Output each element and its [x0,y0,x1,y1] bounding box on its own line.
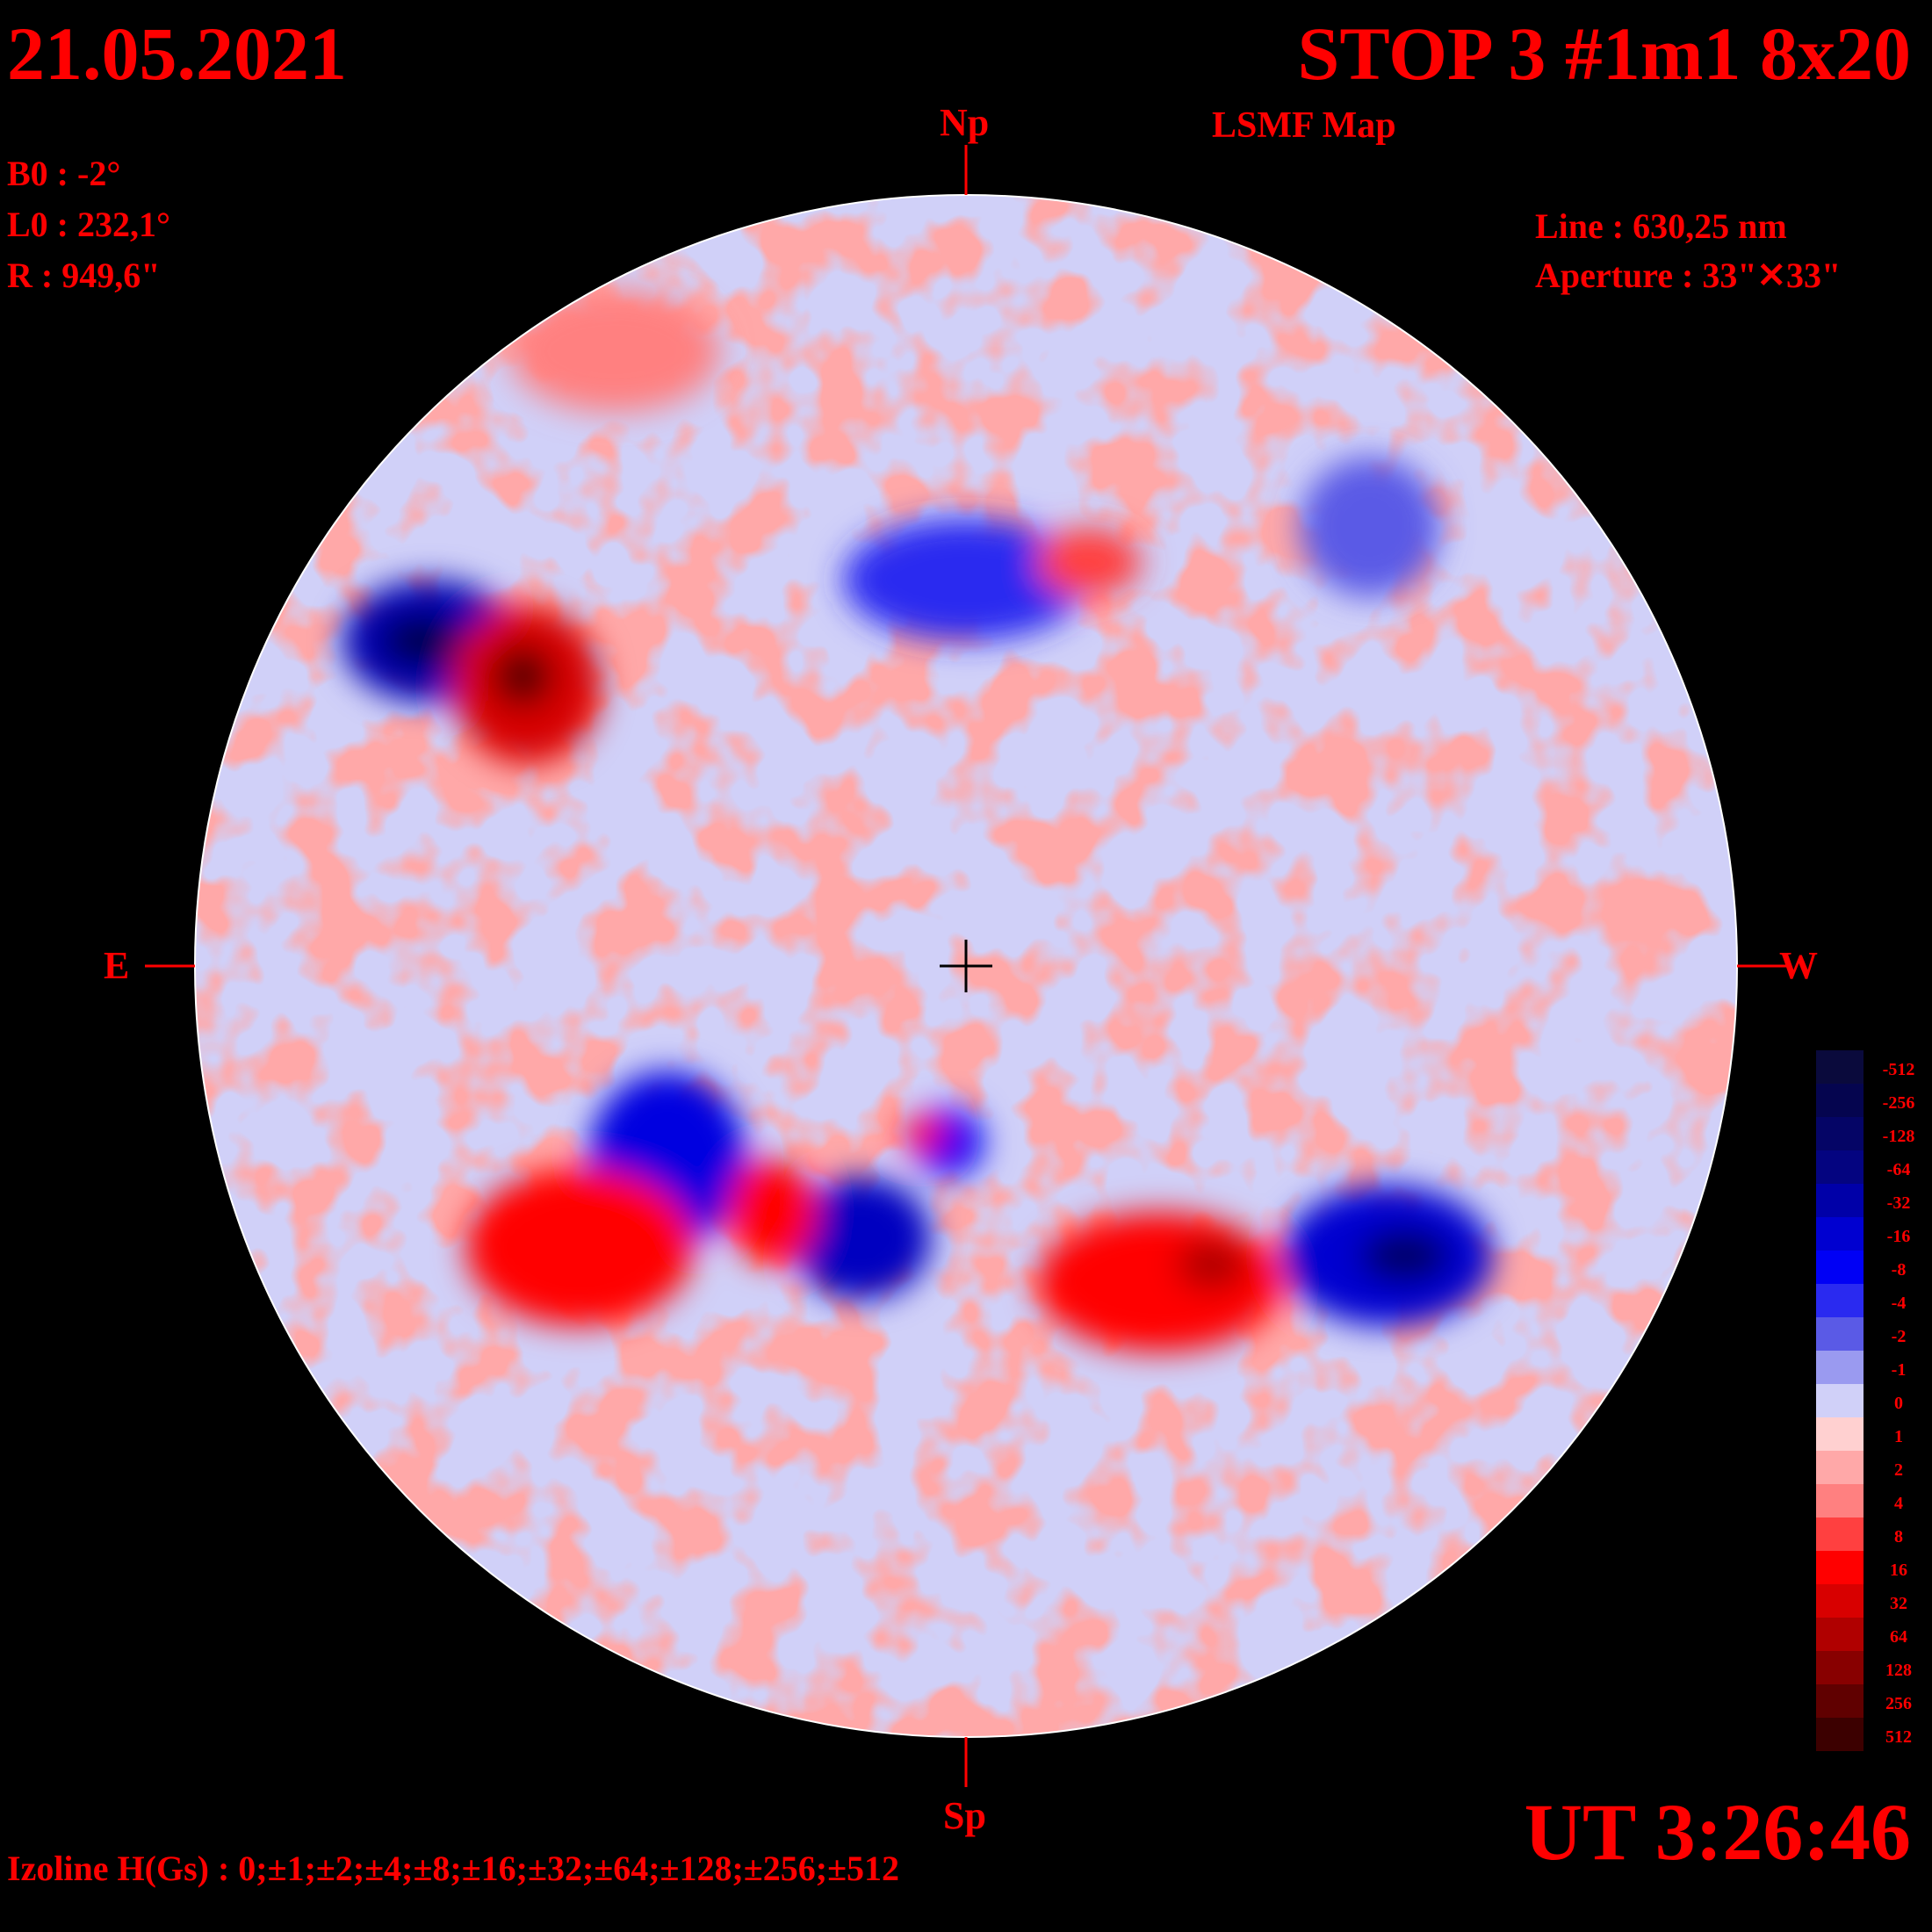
axis-ticks [145,145,1787,1787]
legend-label: -8 [1891,1260,1907,1280]
legend-swatch [1816,1050,1864,1084]
legend-label: -16 [1886,1227,1911,1246]
east-label: E [104,944,130,987]
legend-swatch [1816,1718,1864,1751]
legend-label: 4 [1894,1494,1903,1513]
legend-label: -4 [1891,1294,1907,1313]
aperture-value: Aperture : 33"✕33" [1535,256,1842,295]
legend-swatch [1816,1384,1864,1417]
legend-swatch [1816,1684,1864,1718]
spectral-line: Line : 630,25 nm [1535,206,1787,246]
b0-value: B0 : -2° [7,154,121,193]
legend-label: 16 [1890,1561,1907,1580]
legend-swatch [1816,1517,1864,1551]
observation-date: 21.05.2021 [7,11,347,96]
west-label: W [1779,944,1818,987]
map-subtitle: LSMF Map [1212,105,1396,146]
legend-swatch [1816,1451,1864,1484]
active-regions [342,290,1493,1352]
center-crosshair [940,940,992,992]
legend-swatch [1816,1417,1864,1451]
legend-label: -2 [1891,1327,1907,1346]
legend-swatch [1816,1150,1864,1184]
legend-label: -1 [1891,1360,1907,1380]
color-scale-legend [1816,1050,1864,1751]
legend-swatch [1816,1084,1864,1117]
legend-swatch [1816,1117,1864,1150]
legend-label: 2 [1894,1460,1903,1480]
legend-label: 0 [1894,1394,1903,1413]
north-pole-label: Np [940,101,990,144]
legend-label: 32 [1890,1594,1907,1613]
legend-label: -256 [1882,1093,1915,1113]
legend-swatch [1816,1651,1864,1684]
legend-label: 256 [1885,1694,1912,1713]
legend-swatch [1816,1217,1864,1251]
legend-label: 64 [1890,1627,1907,1647]
legend-swatch [1816,1484,1864,1517]
region-positive-s [465,1168,694,1326]
legend-swatch [1816,1251,1864,1284]
legend-swatch [1816,1284,1864,1317]
legend-label: -128 [1882,1127,1915,1146]
region-positive-sw [1036,1212,1282,1352]
legend-label: -512 [1882,1060,1915,1079]
ut-time: UT 3:26:46 [1524,1787,1911,1877]
south-pole-label: Sp [943,1794,986,1837]
legend-label: 128 [1885,1661,1912,1680]
l0-value: L0 : 232,1° [7,205,170,244]
legend-swatch [1816,1317,1864,1351]
legend-label: -64 [1886,1160,1911,1179]
legend-swatch [1816,1184,1864,1217]
legend-label: 1 [1894,1427,1903,1446]
legend-label: -32 [1886,1193,1911,1213]
izoline-levels: Izoline H(Gs) : 0;±1;±2;±4;±8;±16;±32;±6… [7,1849,900,1888]
legend-swatch [1816,1584,1864,1618]
legend-swatch [1816,1551,1864,1584]
map-title: STOP 3 #1m1 8x20 [1297,11,1911,96]
legend-swatch [1816,1618,1864,1651]
legend-label: 8 [1894,1527,1903,1546]
radius-value: R : 949,6" [7,256,161,295]
legend-swatch [1816,1351,1864,1384]
legend-label: 512 [1885,1727,1912,1747]
